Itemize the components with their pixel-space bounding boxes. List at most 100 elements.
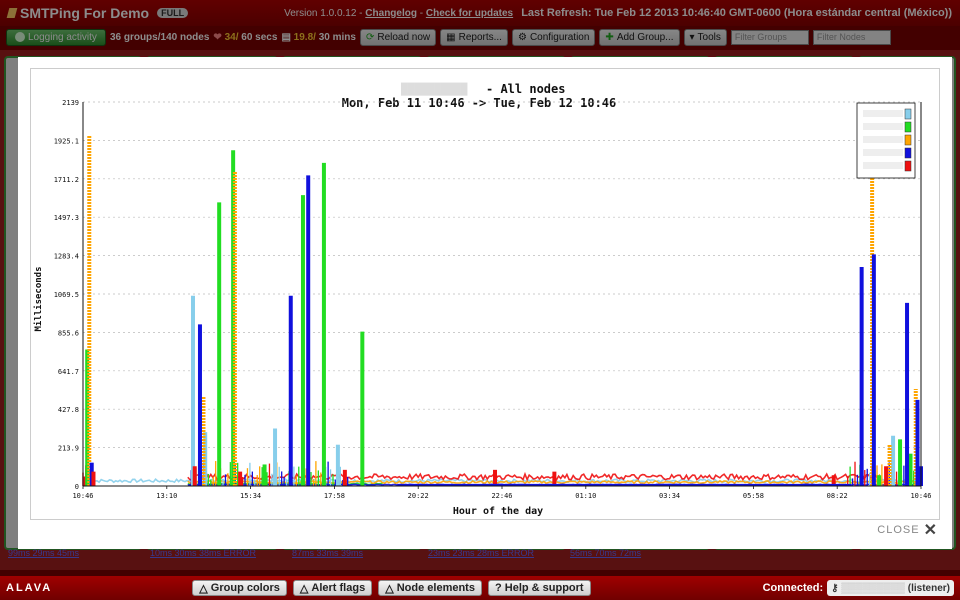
chart-title-blurred-node: ██████████ xyxy=(400,82,468,96)
document-value: 19.8/ xyxy=(293,31,316,43)
add-icon: ✚ xyxy=(605,31,614,43)
heartbeat-status: ❤ 34/ 60 secs xyxy=(213,32,277,43)
alert-flags-button[interactable]: △ Alert flags xyxy=(292,580,373,596)
group-colors-button[interactable]: △ Group colors xyxy=(192,580,287,596)
chart-modal: ██████████ - All nodes Mon, Feb 11 10:46… xyxy=(18,57,952,549)
chart-frame: ██████████ - All nodes Mon, Feb 11 10:46… xyxy=(30,68,940,520)
version-text: Version 1.0.0.12 - xyxy=(284,7,363,19)
x-tick-label: 05:58 xyxy=(743,492,764,500)
triangle-up-icon: △ xyxy=(299,582,309,595)
check-updates-link[interactable]: Check for updates xyxy=(425,7,514,19)
document-icon: ▤ xyxy=(281,31,291,43)
y-tick-label: 2139 xyxy=(62,99,79,107)
latency-links[interactable]: 99ms 29ms 45ms xyxy=(8,548,80,558)
connection-status: Connected: ⚷ ▒▒▒▒▒▒▒▒▒ (listener) xyxy=(763,580,954,596)
node-elements-button[interactable]: △ Node elements xyxy=(378,580,482,596)
heart-icon: ❤ xyxy=(213,31,222,43)
y-tick-label: 1925.1 xyxy=(54,137,79,145)
filter-groups-input[interactable]: Filter Groups xyxy=(730,29,809,45)
legend-swatch xyxy=(904,121,912,133)
latency-links[interactable]: 87ms 33ms 39ms xyxy=(292,548,364,558)
alert-flags-label: Alert flags xyxy=(311,582,366,594)
configuration-label: Configuration xyxy=(529,31,590,43)
close-label: CLOSE xyxy=(877,524,920,536)
x-tick-label: 01:10 xyxy=(575,492,596,500)
y-axis-label: Milliseconds xyxy=(33,266,44,331)
add-group-label: Add Group... xyxy=(616,31,674,43)
toolbar: Logging activity 36 groups/140 nodes ❤ 3… xyxy=(0,26,960,48)
y-tick-label: 427.8 xyxy=(58,406,79,414)
y-tick-label: 213.9 xyxy=(58,445,79,453)
legend-label-blurred xyxy=(863,110,903,117)
x-axis-label: Hour of the day xyxy=(453,506,543,517)
latency-links[interactable]: 23ms 23ms 28ms ERROR xyxy=(428,548,535,558)
x-tick-label: 22:46 xyxy=(491,492,512,500)
triangle-up-icon: △ xyxy=(199,582,208,595)
tools-label: Tools xyxy=(697,31,721,43)
reports-button[interactable]: ▦ Reports... xyxy=(440,28,508,46)
filter-nodes-input[interactable]: Filter Nodes xyxy=(812,29,891,45)
chart-title: - All nodes xyxy=(486,82,565,96)
x-tick-label: 15:34 xyxy=(240,492,261,500)
legend-label-blurred xyxy=(863,162,903,169)
tools-button[interactable]: ▾ Tools xyxy=(683,28,727,46)
logging-activity-button[interactable]: Logging activity xyxy=(6,28,106,46)
latency-chart: ██████████ - All nodes Mon, Feb 11 10:46… xyxy=(33,82,932,517)
reload-label: Reload now xyxy=(377,31,431,43)
key-icon: ⚷ xyxy=(831,582,839,594)
document-status: ▤ 19.8/ 30 mins xyxy=(281,32,356,43)
chart-legend xyxy=(856,102,916,179)
legend-swatch xyxy=(904,134,912,146)
x-tick-label: 20:22 xyxy=(408,492,429,500)
close-button[interactable]: CLOSE ✕ xyxy=(877,520,938,540)
legend-label-blurred xyxy=(863,136,903,143)
app-logo: SMTPing For Demo FULL xyxy=(6,5,189,21)
reports-icon: ▦ xyxy=(446,31,456,43)
group-colors-label: Group colors xyxy=(210,582,280,594)
changelog-link[interactable]: Changelog xyxy=(365,7,417,19)
legend-label-blurred xyxy=(863,149,903,156)
gear-icon: ⚙ xyxy=(517,31,527,43)
y-tick-label: 0 xyxy=(75,483,79,491)
legend-swatch xyxy=(904,108,912,120)
help-support-button[interactable]: ? Help & support xyxy=(487,580,591,596)
heartbeat-value: 34/ xyxy=(224,31,239,43)
latency-links[interactable]: 56ms 70ms 72ms xyxy=(570,548,642,558)
document-interval: 30 mins xyxy=(318,31,356,43)
chart-subtitle: Mon, Feb 11 10:46 -> Tue, Feb 12 10:46 xyxy=(342,96,617,110)
last-refresh: Last Refresh: Tue Feb 12 2013 10:46:40 G… xyxy=(521,7,952,19)
help-icon: ? xyxy=(494,582,502,594)
chevron-down-icon: ▾ xyxy=(689,31,695,43)
reload-now-button[interactable]: ⟳ Reload now xyxy=(359,28,437,46)
app-title: SMTPing For Demo xyxy=(20,5,150,21)
x-tick-label: 13:10 xyxy=(156,492,177,500)
legend-swatch xyxy=(904,160,912,172)
brand-logo: ALAVA xyxy=(6,582,53,594)
x-tick-label: 08:22 xyxy=(827,492,848,500)
y-tick-label: 1283.4 xyxy=(54,253,79,261)
x-tick-label: 10:46 xyxy=(910,492,931,500)
reports-label: Reports... xyxy=(458,31,502,43)
app-header: SMTPing For Demo FULL Version 1.0.0.12 -… xyxy=(0,0,960,26)
legend-swatch xyxy=(904,147,912,159)
connected-label: Connected: xyxy=(762,582,824,594)
y-tick-label: 1497.3 xyxy=(54,214,79,222)
triangle-up-icon: △ xyxy=(385,582,394,595)
add-group-button[interactable]: ✚ Add Group... xyxy=(599,28,680,46)
reload-icon: ⟳ xyxy=(365,31,375,43)
x-tick-label: 17:58 xyxy=(324,492,345,500)
latency-links[interactable]: 10ms 30ms 38ms ERROR xyxy=(150,548,257,558)
connection-pill: ⚷ ▒▒▒▒▒▒▒▒▒ (listener) xyxy=(827,580,954,596)
configuration-button[interactable]: ⚙ Configuration xyxy=(511,28,596,46)
groups-nodes-count: 36 groups/140 nodes xyxy=(109,31,210,43)
help-label: Help & support xyxy=(504,582,584,594)
connected-value: (listener) xyxy=(907,582,950,594)
y-tick-label: 1711.2 xyxy=(54,176,79,184)
version-info: Version 1.0.0.12 - Changelog - Check for… xyxy=(284,7,514,19)
edition-badge: FULL xyxy=(157,8,189,18)
x-tick-label: 03:34 xyxy=(659,492,680,500)
y-tick-label: 641.7 xyxy=(58,368,79,376)
node-elements-label: Node elements xyxy=(396,582,475,594)
app-footer: ALAVA △ Group colors △ Alert flags △ Nod… xyxy=(0,576,960,600)
activity-icon xyxy=(15,32,25,42)
